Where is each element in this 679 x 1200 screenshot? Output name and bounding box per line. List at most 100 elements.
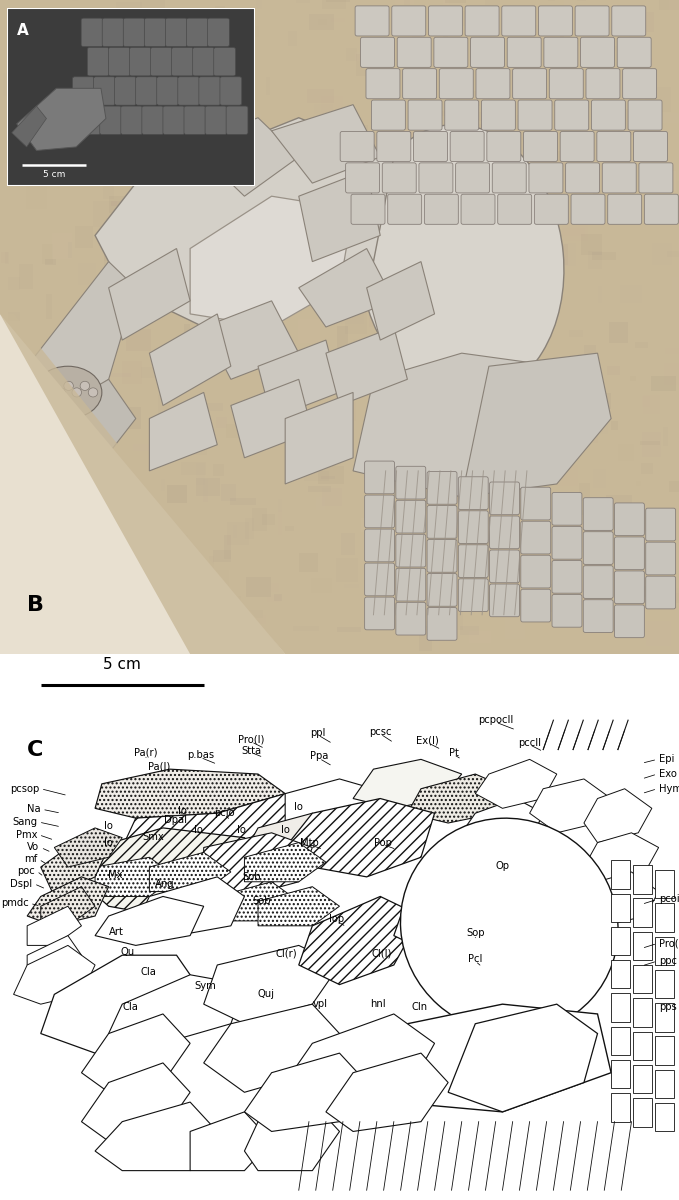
- Bar: [460, 593, 484, 611]
- FancyBboxPatch shape: [151, 48, 172, 76]
- Bar: [14, 432, 37, 440]
- Bar: [544, 257, 570, 265]
- Bar: [138, 197, 151, 206]
- Text: pcoio: pcoio: [659, 894, 679, 905]
- Bar: [134, 66, 158, 91]
- Bar: [552, 433, 561, 445]
- Bar: [659, 0, 679, 10]
- Bar: [479, 434, 505, 457]
- Bar: [94, 131, 113, 137]
- FancyBboxPatch shape: [382, 163, 416, 193]
- Polygon shape: [27, 936, 81, 974]
- Bar: [227, 522, 249, 546]
- Bar: [468, 292, 488, 306]
- FancyBboxPatch shape: [612, 6, 646, 36]
- Bar: [175, 182, 181, 200]
- Bar: [22, 548, 41, 559]
- Bar: [611, 158, 629, 179]
- Bar: [470, 268, 497, 288]
- Polygon shape: [14, 946, 95, 1004]
- Bar: [119, 146, 127, 154]
- Bar: [68, 241, 73, 258]
- Polygon shape: [258, 887, 340, 926]
- FancyBboxPatch shape: [136, 77, 158, 106]
- Bar: [194, 52, 218, 67]
- FancyBboxPatch shape: [633, 865, 652, 894]
- Bar: [456, 11, 479, 25]
- Polygon shape: [455, 798, 543, 852]
- Bar: [670, 496, 679, 509]
- Bar: [3, 73, 25, 96]
- Text: pmdc: pmdc: [1, 899, 29, 908]
- Text: Sym: Sym: [194, 980, 216, 990]
- Bar: [360, 253, 372, 266]
- Bar: [166, 37, 192, 58]
- Bar: [216, 570, 229, 586]
- FancyBboxPatch shape: [351, 194, 385, 224]
- Bar: [589, 145, 604, 166]
- FancyBboxPatch shape: [187, 18, 208, 47]
- Polygon shape: [109, 248, 190, 340]
- Bar: [611, 421, 617, 430]
- Bar: [318, 206, 334, 228]
- Bar: [84, 613, 111, 628]
- Bar: [414, 458, 433, 479]
- FancyBboxPatch shape: [490, 516, 519, 548]
- Bar: [335, 454, 344, 457]
- Bar: [504, 485, 526, 499]
- Bar: [104, 30, 115, 52]
- Bar: [458, 166, 479, 187]
- Bar: [42, 613, 68, 637]
- Bar: [531, 156, 554, 164]
- FancyBboxPatch shape: [502, 6, 536, 36]
- Bar: [507, 548, 525, 569]
- Bar: [308, 89, 334, 103]
- Bar: [3, 619, 9, 643]
- Bar: [16, 581, 22, 595]
- Bar: [630, 376, 636, 382]
- Bar: [18, 94, 21, 107]
- Bar: [61, 356, 78, 371]
- Bar: [48, 592, 75, 617]
- Text: B: B: [27, 595, 44, 614]
- Bar: [620, 46, 638, 64]
- Bar: [506, 109, 512, 118]
- Text: ppc: ppc: [659, 956, 677, 966]
- Bar: [411, 32, 422, 40]
- FancyBboxPatch shape: [655, 936, 674, 965]
- Bar: [257, 214, 282, 229]
- Bar: [651, 170, 676, 192]
- FancyBboxPatch shape: [644, 194, 678, 224]
- Bar: [672, 277, 678, 290]
- Bar: [225, 38, 245, 46]
- Bar: [115, 2, 142, 14]
- FancyBboxPatch shape: [611, 1093, 630, 1122]
- Polygon shape: [326, 1054, 448, 1132]
- Polygon shape: [530, 779, 611, 833]
- Bar: [471, 227, 496, 230]
- Bar: [107, 570, 129, 587]
- FancyBboxPatch shape: [365, 529, 394, 562]
- Bar: [576, 217, 595, 227]
- FancyBboxPatch shape: [611, 926, 630, 955]
- Bar: [253, 25, 259, 36]
- Bar: [443, 206, 464, 214]
- Bar: [396, 250, 414, 271]
- FancyBboxPatch shape: [458, 545, 488, 577]
- FancyBboxPatch shape: [396, 602, 426, 635]
- Bar: [196, 190, 222, 210]
- Text: 5 cm: 5 cm: [43, 170, 65, 179]
- FancyBboxPatch shape: [518, 100, 552, 130]
- Bar: [268, 199, 276, 208]
- FancyBboxPatch shape: [597, 132, 631, 162]
- Bar: [167, 607, 178, 611]
- Bar: [297, 0, 310, 4]
- FancyBboxPatch shape: [178, 77, 200, 106]
- Bar: [629, 28, 644, 44]
- Bar: [634, 122, 638, 128]
- Bar: [606, 494, 633, 504]
- Bar: [206, 277, 225, 293]
- Bar: [434, 638, 439, 653]
- Bar: [213, 464, 223, 475]
- Bar: [155, 34, 172, 44]
